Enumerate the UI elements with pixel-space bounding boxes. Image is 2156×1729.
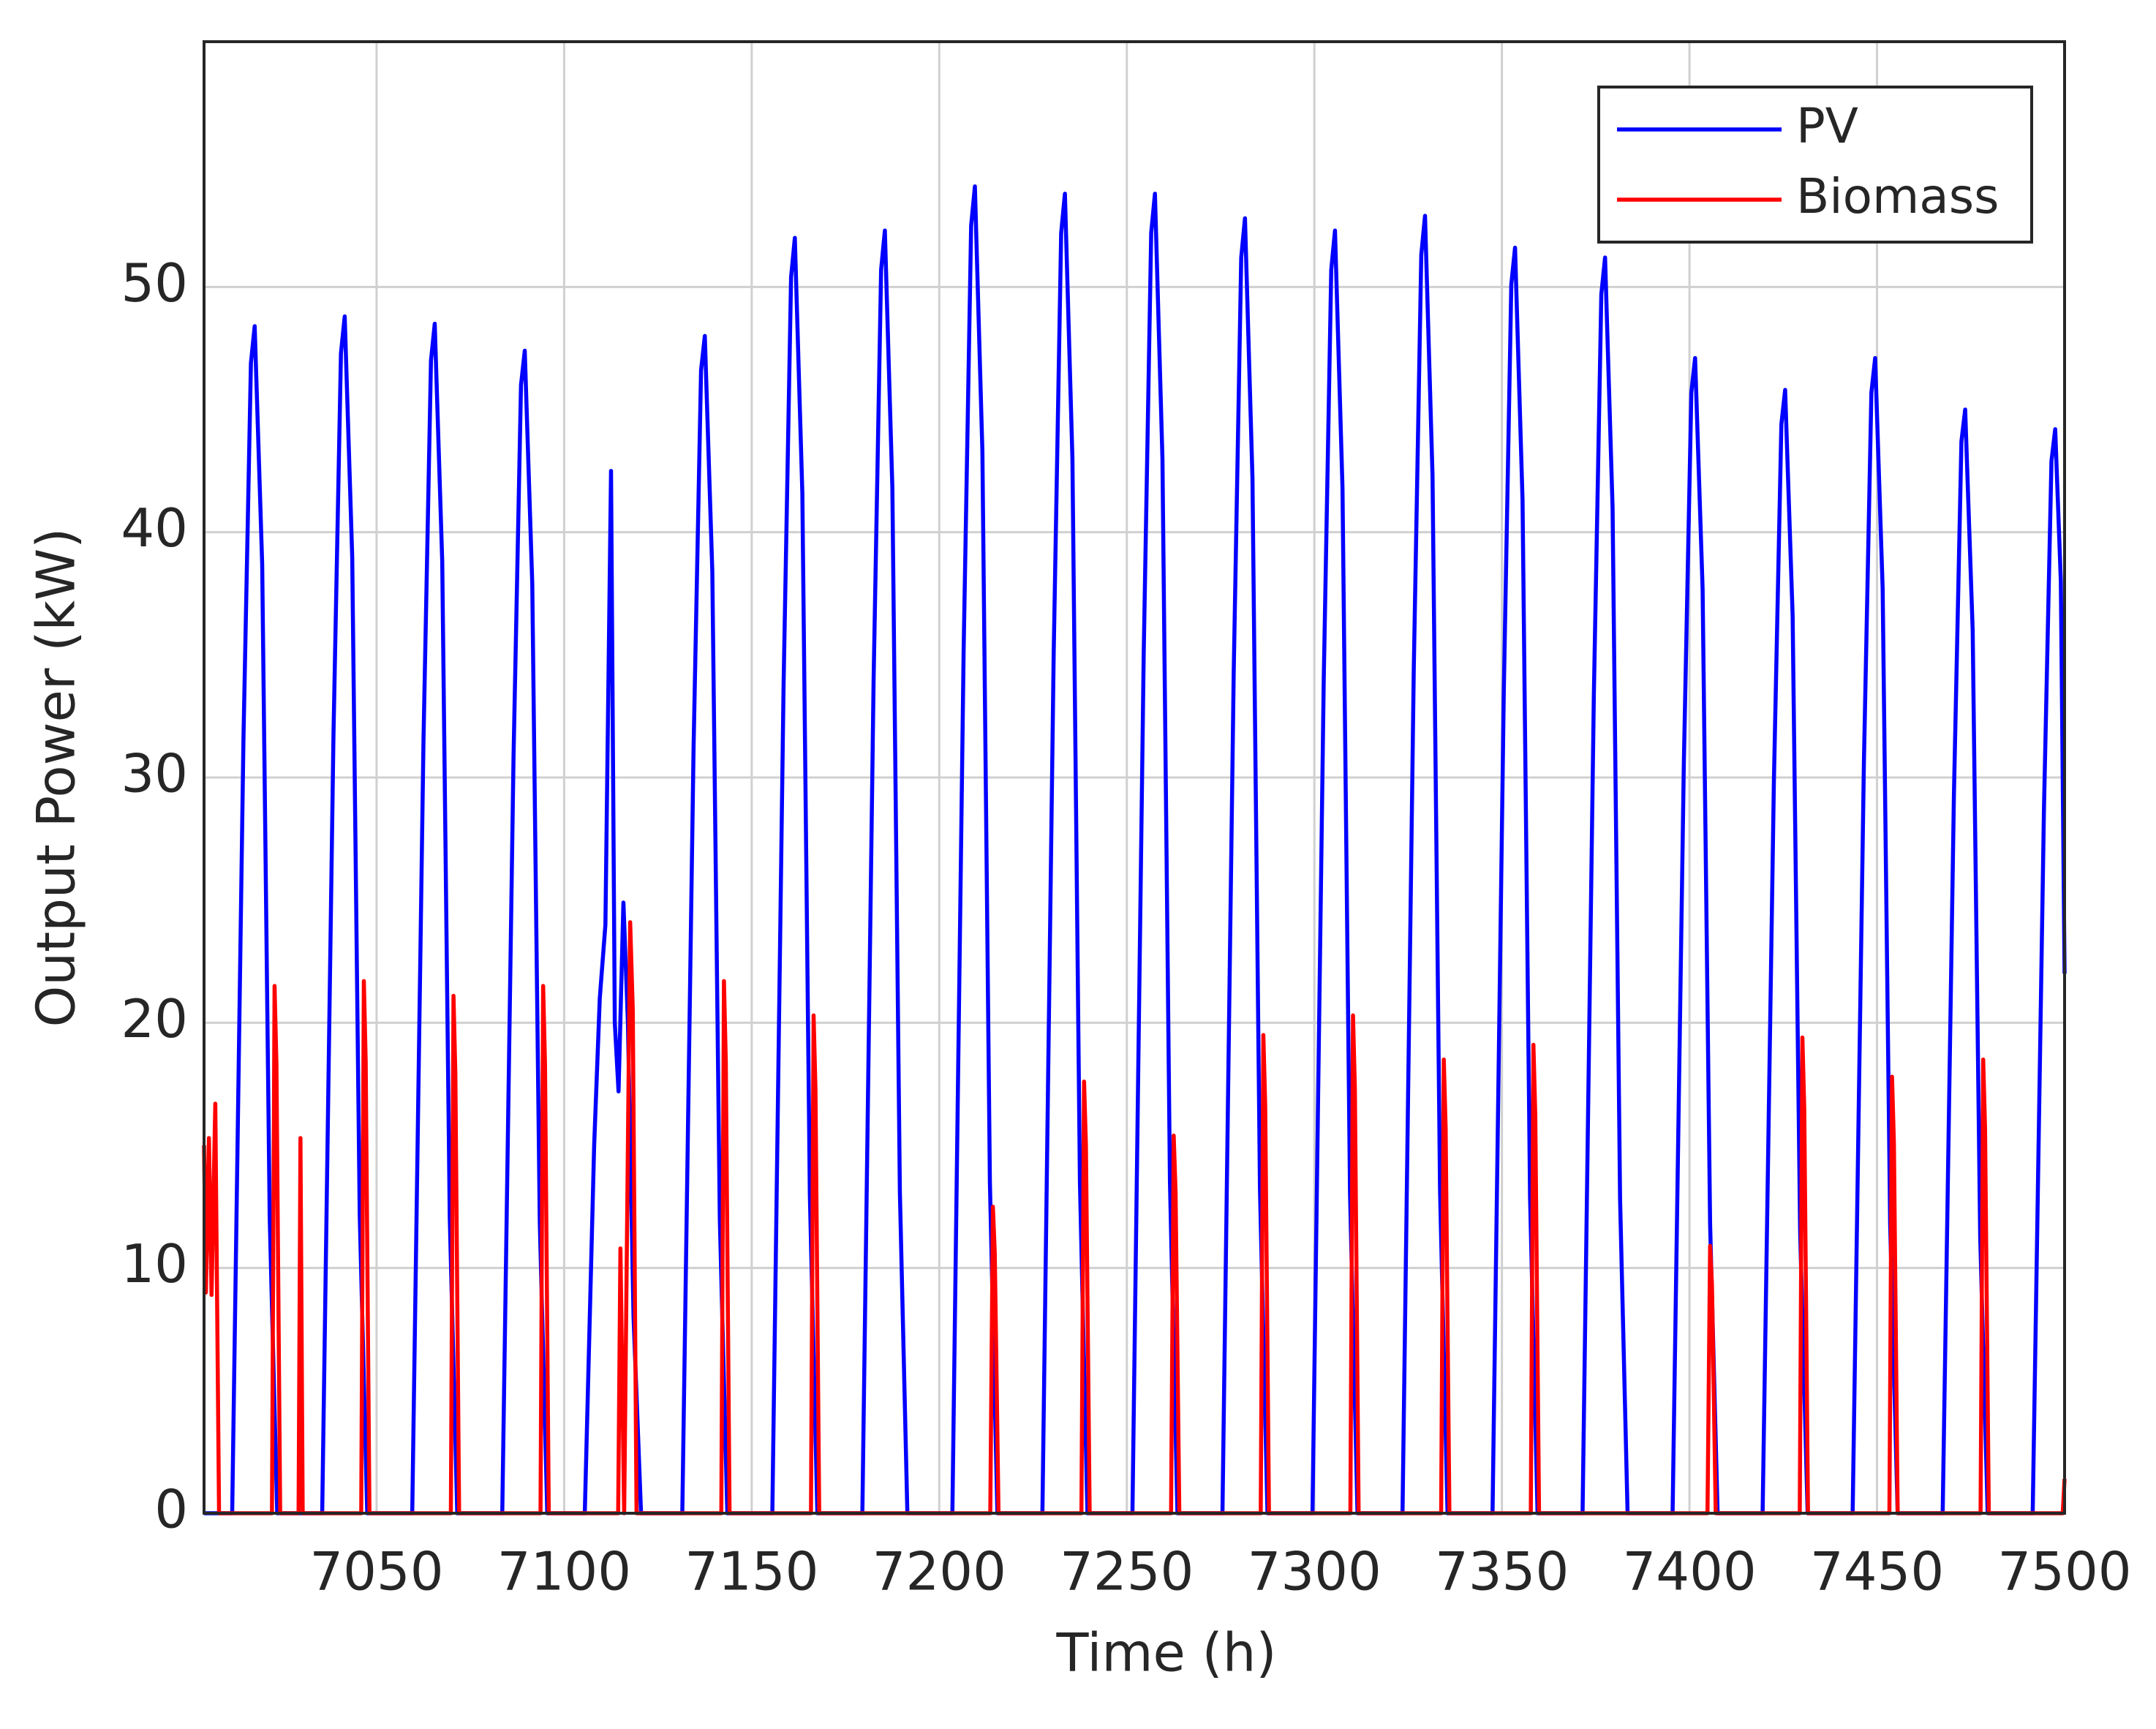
y-tick-label: 50: [121, 252, 188, 314]
x-tick-label: 7250: [1060, 1541, 1194, 1602]
x-tick-label: 7500: [1997, 1541, 2131, 1602]
legend-label: Biomass: [1796, 168, 1999, 225]
x-axis-label: Time (h): [1056, 1622, 1277, 1684]
x-tick-label: 7200: [872, 1541, 1006, 1602]
x-tick-label: 7450: [1810, 1541, 1944, 1602]
y-tick-label: 0: [154, 1479, 188, 1540]
x-tick-label: 7050: [309, 1541, 443, 1602]
y-axis-label: Output Power (kW): [26, 528, 87, 1028]
y-tick-label: 20: [121, 988, 188, 1050]
y-tick-label: 30: [121, 743, 188, 805]
x-tick-label: 7350: [1435, 1541, 1569, 1602]
y-tick-label: 40: [121, 497, 188, 559]
legend: PV Biomass: [1597, 86, 2033, 244]
legend-box: [1597, 86, 2033, 244]
y-tick-label: 10: [121, 1233, 188, 1295]
series-line: [204, 184, 2067, 1515]
plot-frame: [203, 40, 2066, 1515]
x-tick-label: 7400: [1622, 1541, 1756, 1602]
legend-label: PV: [1796, 98, 1858, 154]
x-tick-label: 7300: [1248, 1541, 1382, 1602]
x-tick-label: 7100: [497, 1541, 631, 1602]
x-tick-label: 7150: [685, 1541, 818, 1602]
